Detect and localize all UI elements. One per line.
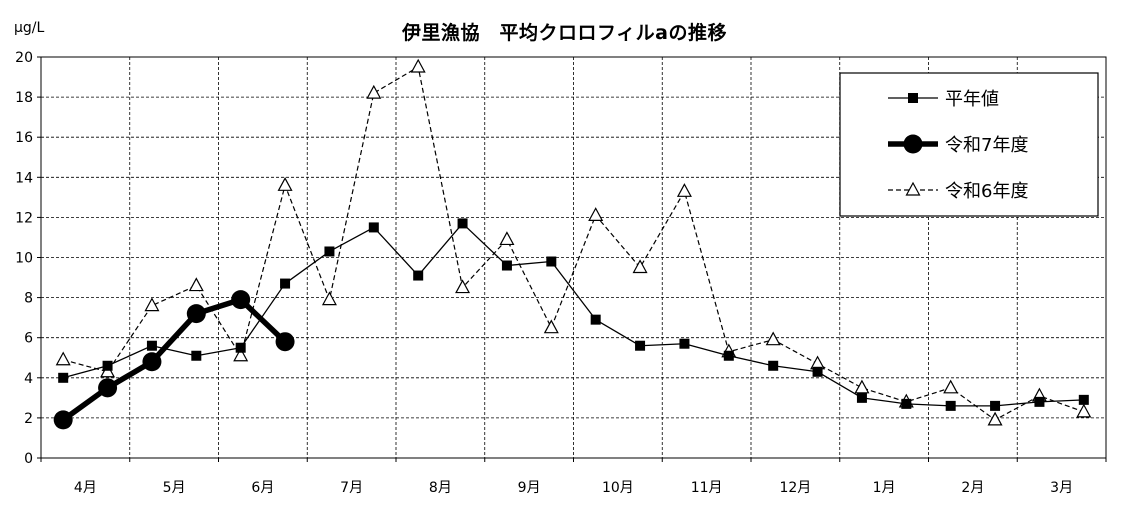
data-point-solid-square <box>324 246 335 257</box>
x-tick-label: 1月 <box>873 480 896 496</box>
data-point-solid-square <box>1034 396 1045 407</box>
legend-label: 令和6年度 <box>945 181 1028 202</box>
data-point-solid-square <box>191 350 202 361</box>
data-point-dashed-triangle <box>632 259 648 274</box>
y-tick-label: 14 <box>15 170 33 186</box>
y-tick-label: 18 <box>15 90 33 106</box>
data-point-solid-square <box>768 360 779 371</box>
x-tick-label: 8月 <box>429 480 452 496</box>
series-line-dashed-triangle <box>63 66 1085 421</box>
data-point-dashed-triangle <box>1076 403 1092 418</box>
data-point-dashed-triangle <box>100 363 116 378</box>
data-point-dashed-triangle <box>144 297 160 312</box>
data-point-solid-square <box>235 342 246 353</box>
legend-label: 令和7年度 <box>945 135 1028 156</box>
y-tick-label: 20 <box>15 50 33 66</box>
data-point-solid-square <box>146 340 157 351</box>
data-point-dashed-triangle <box>943 379 959 394</box>
data-point-dashed-triangle <box>987 411 1003 426</box>
data-point-dashed-triangle <box>455 279 471 294</box>
data-point-dashed-triangle <box>321 291 337 306</box>
data-point-solid-square <box>901 398 912 409</box>
data-point-solid-square <box>856 392 867 403</box>
data-point-solid-square <box>501 260 512 271</box>
data-point-solid-square <box>590 314 601 325</box>
data-point-solid-square <box>1078 394 1089 405</box>
x-tick-label: 2月 <box>961 480 984 496</box>
x-tick-label: 10月 <box>602 480 634 496</box>
data-point-solid-square <box>102 360 113 371</box>
x-tick-label: 4月 <box>74 480 97 496</box>
x-tick-label: 7月 <box>340 480 363 496</box>
data-point-solid-square <box>368 222 379 233</box>
x-tick-label: 6月 <box>251 480 274 496</box>
data-point-dashed-triangle <box>55 351 71 366</box>
y-tick-label: 6 <box>24 331 33 347</box>
data-point-dashed-triangle <box>588 207 604 221</box>
data-point-bold-circle <box>98 378 118 398</box>
data-point-solid-square <box>635 340 646 351</box>
legend-marker-solid-square <box>908 93 918 103</box>
legend-label: 平年値 <box>945 89 999 110</box>
x-tick-label: 11月 <box>691 480 723 496</box>
series-line-bold-circle <box>61 296 287 423</box>
data-point-solid-square <box>413 270 424 281</box>
data-point-solid-square <box>546 256 557 267</box>
data-point-bold-circle <box>142 352 162 372</box>
y-tick-label: 16 <box>15 130 33 146</box>
data-point-dashed-triangle <box>233 347 249 362</box>
data-point-solid-square <box>679 338 690 349</box>
data-point-dashed-triangle <box>410 58 426 73</box>
data-point-bold-circle <box>275 332 295 352</box>
chart-title: 伊里漁協 平均クロロフィルaの推移 <box>402 22 727 44</box>
data-point-bold-circle <box>231 290 251 310</box>
data-point-bold-circle <box>53 410 73 430</box>
y-axis-unit-label: μg/L <box>14 20 45 36</box>
y-tick-label: 4 <box>24 371 33 387</box>
x-tick-label: 9月 <box>518 480 541 496</box>
data-point-solid-square <box>280 278 291 289</box>
series-line-solid-square <box>63 222 1084 407</box>
data-point-solid-square <box>812 366 823 377</box>
data-point-dashed-triangle <box>543 319 559 334</box>
data-point-bold-circle <box>186 304 206 324</box>
data-point-dashed-triangle <box>188 277 204 292</box>
data-point-dashed-triangle <box>499 231 515 246</box>
y-tick-label: 12 <box>15 210 33 226</box>
x-tick-label: 3月 <box>1050 480 1073 496</box>
y-tick-label: 8 <box>24 291 33 307</box>
legend-marker-dashed-triangle <box>905 181 921 196</box>
data-point-dashed-triangle <box>854 379 870 394</box>
x-tick-label: 5月 <box>163 480 186 496</box>
y-tick-label: 0 <box>24 451 33 467</box>
data-point-solid-square <box>457 218 468 229</box>
data-point-solid-square <box>58 372 69 383</box>
data-point-solid-square <box>945 400 956 411</box>
data-point-dashed-triangle <box>277 177 293 191</box>
y-tick-label: 2 <box>24 411 33 427</box>
data-point-dashed-triangle <box>676 183 692 197</box>
data-point-dashed-triangle <box>366 84 382 99</box>
data-point-solid-square <box>990 400 1001 411</box>
y-tick-label: 10 <box>15 251 33 267</box>
data-point-dashed-triangle <box>765 331 781 346</box>
data-point-solid-square <box>723 350 734 361</box>
x-tick-label: 12月 <box>779 480 811 496</box>
legend-marker-bold-circle <box>903 134 923 154</box>
legend-box <box>839 72 1099 217</box>
